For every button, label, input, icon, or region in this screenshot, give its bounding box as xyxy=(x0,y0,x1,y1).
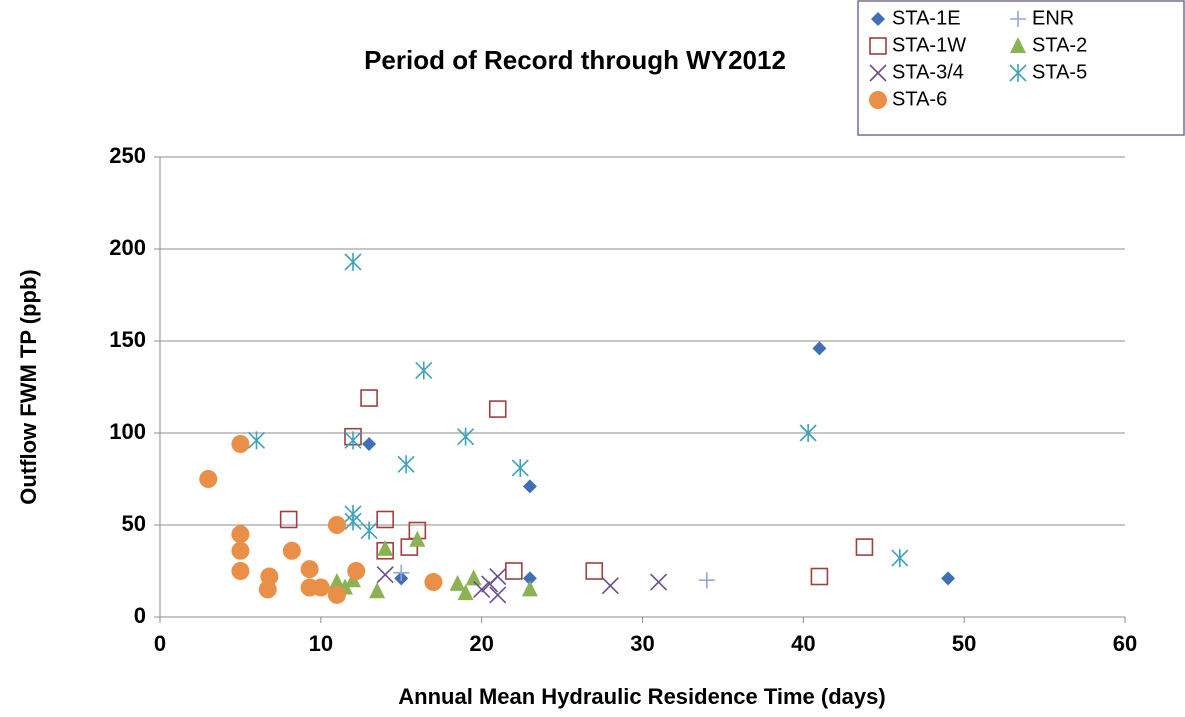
marker xyxy=(457,584,474,601)
marker xyxy=(231,562,250,580)
y-tick-label: 100 xyxy=(109,419,146,444)
marker xyxy=(362,437,377,452)
x-tick-label: 30 xyxy=(630,631,654,656)
marker xyxy=(869,37,887,55)
x-tick-label: 10 xyxy=(309,631,333,656)
legend-label: STA-3/4 xyxy=(892,61,964,83)
marker xyxy=(377,539,394,556)
legend-label: STA-6 xyxy=(892,88,947,110)
marker xyxy=(199,470,218,488)
marker xyxy=(601,577,619,595)
y-tick-label: 50 xyxy=(122,511,146,536)
marker xyxy=(311,578,330,597)
marker xyxy=(481,575,499,593)
legend-label: ENR xyxy=(1032,7,1074,29)
marker xyxy=(369,582,386,599)
marker xyxy=(424,573,443,592)
legend-label: STA-2 xyxy=(1032,34,1087,56)
marker xyxy=(521,580,538,597)
marker xyxy=(247,431,266,450)
chart-title: Period of Record through WY2012 xyxy=(364,45,786,75)
marker xyxy=(376,510,394,529)
marker xyxy=(344,252,362,271)
legend-label: STA-5 xyxy=(1032,61,1087,83)
y-tick-label: 0 xyxy=(134,603,146,628)
marker xyxy=(393,564,410,581)
marker xyxy=(871,12,885,26)
legend-label: STA-1W xyxy=(892,34,966,56)
legend-label: STA-1E xyxy=(892,7,961,29)
x-tick-label: 50 xyxy=(952,631,976,656)
x-tick-label: 0 xyxy=(154,631,166,656)
marker xyxy=(810,567,829,586)
marker xyxy=(488,400,507,418)
marker xyxy=(344,512,362,531)
x-tick-label: 40 xyxy=(791,631,815,656)
x-axis-label: Annual Mean Hydraulic Residence Time (da… xyxy=(398,684,885,709)
marker xyxy=(231,525,250,544)
y-tick-label: 200 xyxy=(109,235,146,260)
marker xyxy=(522,571,537,586)
marker xyxy=(869,64,887,82)
marker xyxy=(869,91,887,109)
marker xyxy=(360,521,378,540)
marker xyxy=(282,541,301,560)
marker xyxy=(260,567,279,586)
marker xyxy=(300,560,319,579)
marker xyxy=(231,435,250,454)
marker xyxy=(505,562,523,580)
marker xyxy=(327,516,346,534)
marker xyxy=(1010,37,1026,53)
marker xyxy=(465,569,482,586)
marker xyxy=(1010,11,1026,27)
marker xyxy=(473,580,491,598)
marker xyxy=(457,427,475,446)
marker xyxy=(397,455,415,474)
marker xyxy=(328,573,345,590)
marker xyxy=(585,562,604,580)
marker xyxy=(511,458,529,477)
marker xyxy=(1009,64,1027,82)
marker xyxy=(279,510,298,529)
marker xyxy=(449,574,466,591)
marker xyxy=(400,538,419,556)
marker xyxy=(812,341,827,356)
marker xyxy=(489,586,507,604)
marker xyxy=(327,585,346,604)
marker xyxy=(522,479,537,494)
marker xyxy=(231,541,250,560)
legend-box xyxy=(857,0,1185,136)
x-tick-label: 60 xyxy=(1113,631,1137,656)
marker xyxy=(409,530,426,547)
y-axis-label: Outflow FWM TP (ppb) xyxy=(16,269,41,504)
marker xyxy=(799,424,817,442)
marker xyxy=(941,571,956,586)
y-tick-label: 150 xyxy=(109,327,146,352)
marker xyxy=(344,431,362,450)
y-tick-label: 250 xyxy=(109,143,146,168)
x-tick-label: 20 xyxy=(469,631,493,656)
marker xyxy=(650,573,668,591)
marker xyxy=(855,538,874,556)
marker xyxy=(891,549,909,568)
marker xyxy=(698,572,715,589)
marker xyxy=(347,562,366,580)
marker xyxy=(360,389,378,407)
marker xyxy=(415,361,433,380)
marker xyxy=(376,566,394,584)
